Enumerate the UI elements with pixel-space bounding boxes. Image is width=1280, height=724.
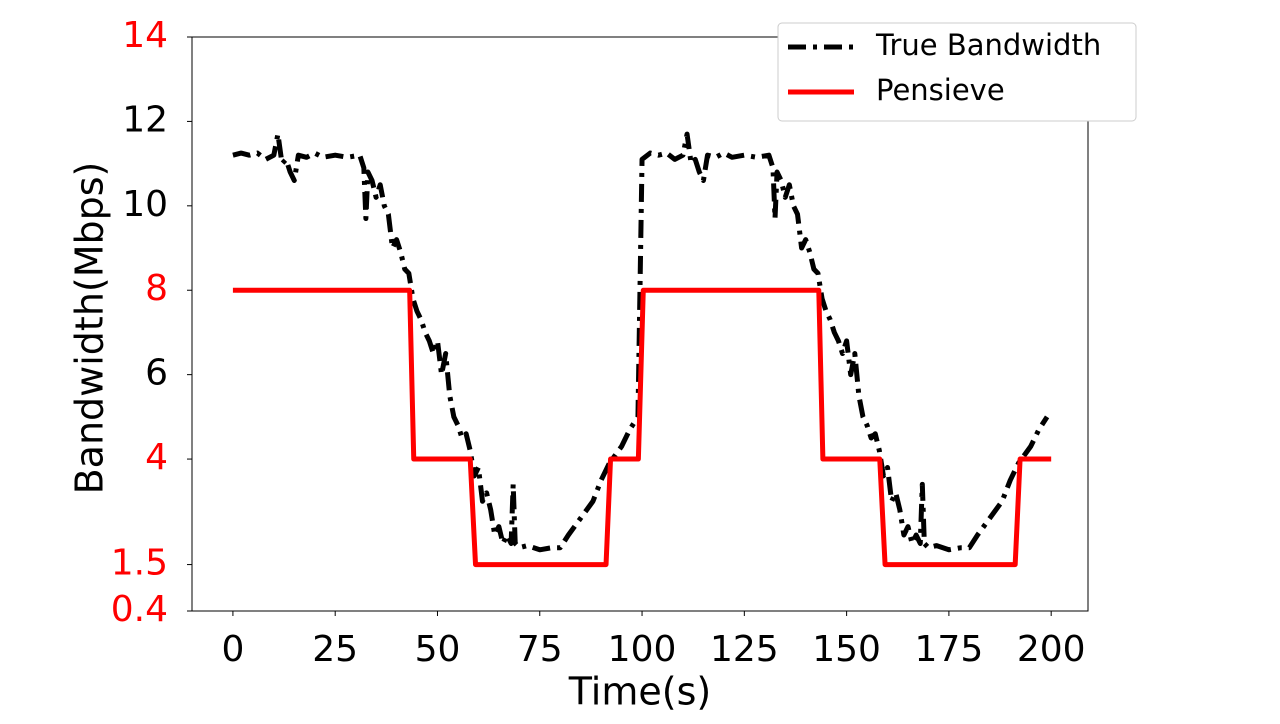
legend-box (777, 22, 1137, 122)
legend-label: Pensieve (876, 73, 1005, 107)
x-tick-label: 50 (415, 629, 461, 670)
plot-frame (191, 36, 1089, 612)
y-tick-label: 6 (145, 353, 168, 394)
legend-label: True Bandwidth (875, 28, 1101, 62)
y-tick-label: 4 (145, 437, 168, 478)
legend: True Bandwidth Pensieve (777, 22, 1137, 122)
data-line (232, 131, 1050, 553)
y-tick-label: 1.5 (111, 543, 168, 584)
x-tick-label: 25 (312, 629, 358, 670)
y-tick-label: 12 (122, 99, 168, 140)
x-tick-label: 0 (221, 629, 244, 670)
x-tick-label: 75 (517, 629, 563, 670)
y-tick-label: 8 (145, 268, 168, 309)
data-line (232, 287, 1052, 568)
x-axis-label: Time(s) (568, 670, 711, 714)
y-tick-label: 10 (122, 184, 168, 225)
y-axis-label: Bandwidth(Mbps) (68, 162, 112, 495)
y-tick-label: 0.4 (111, 589, 168, 630)
x-tick-label: 100 (608, 629, 677, 670)
x-tick-label: 150 (812, 629, 881, 670)
x-tick-label: 125 (710, 629, 779, 670)
y-tick-label: 14 (122, 15, 168, 56)
x-tick-label: 175 (915, 629, 984, 670)
x-tick-label: 200 (1017, 629, 1086, 670)
